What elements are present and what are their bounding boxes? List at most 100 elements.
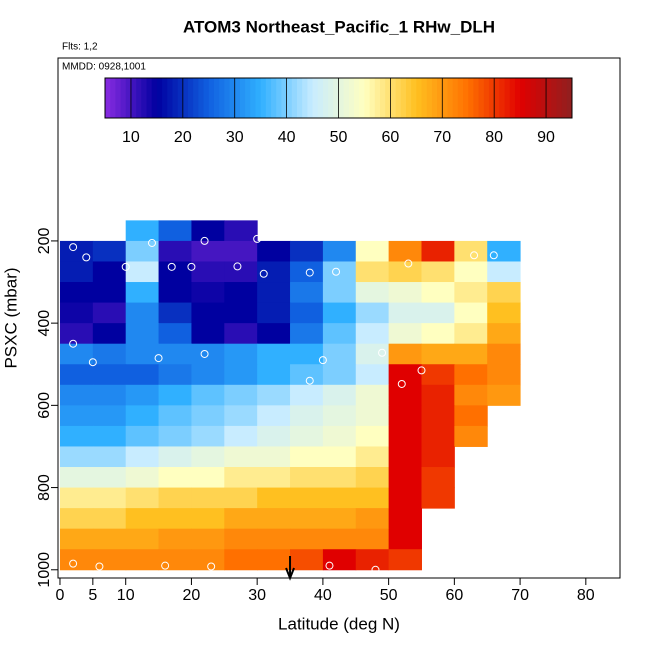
cell <box>454 425 488 447</box>
colorbar-segment <box>291 78 298 118</box>
x-tick-label: 50 <box>380 587 398 604</box>
cell <box>125 364 160 386</box>
cell <box>290 446 324 468</box>
cell <box>290 364 324 386</box>
colorbar-segment <box>364 78 371 118</box>
colorbar-segment <box>229 78 236 118</box>
cell <box>158 323 192 345</box>
cell <box>224 323 258 345</box>
colorbar-segment <box>234 78 241 118</box>
sample-point <box>404 259 413 268</box>
cell <box>487 343 521 365</box>
cell <box>92 528 127 550</box>
cell <box>224 282 258 304</box>
cell <box>125 405 160 427</box>
colorbar-segment <box>359 78 365 118</box>
cell <box>191 528 225 550</box>
cell <box>322 323 357 345</box>
colorbar-segment <box>530 78 537 118</box>
cell <box>454 364 488 386</box>
cell <box>322 405 357 427</box>
cell <box>322 467 357 489</box>
x-tick-label: 60 <box>445 587 463 604</box>
cell <box>388 364 422 386</box>
colorbar-segment <box>317 78 324 118</box>
colorbar-segment <box>437 78 443 118</box>
cell <box>224 364 258 386</box>
colorbar-segment <box>146 78 153 118</box>
cell <box>158 528 192 550</box>
cell <box>158 240 192 262</box>
sample-point <box>417 366 426 375</box>
cell <box>158 487 192 509</box>
colorbar-segment <box>333 78 339 118</box>
colorbar-segment <box>561 78 568 118</box>
cell <box>388 528 422 550</box>
cell <box>355 446 390 468</box>
cell <box>59 487 94 509</box>
cell <box>487 302 521 324</box>
colorbar-segment <box>457 78 464 118</box>
cell <box>257 467 291 489</box>
sample-point <box>121 262 130 271</box>
sample-point <box>161 561 170 570</box>
cell <box>355 343 390 365</box>
cell <box>257 240 291 262</box>
cell <box>388 240 422 262</box>
cell <box>191 384 225 406</box>
colorbar-segment <box>509 78 516 118</box>
cell <box>421 487 455 509</box>
colorbar-segment <box>260 78 267 118</box>
colorbar-segment <box>120 78 127 118</box>
colorbar-segment <box>136 78 142 118</box>
cell <box>224 343 258 365</box>
sample-point <box>95 562 104 571</box>
cell <box>355 302 390 324</box>
colorbar-tick-label: 40 <box>278 129 296 146</box>
cell <box>290 487 324 509</box>
cell <box>59 384 94 406</box>
sample-point <box>253 234 262 243</box>
cell <box>290 528 324 550</box>
sample-point <box>147 238 156 247</box>
cell <box>487 364 521 386</box>
cell <box>59 343 94 365</box>
cell <box>257 261 291 283</box>
sample-point <box>305 376 314 385</box>
colorbar-segment <box>338 78 345 118</box>
cell <box>125 220 160 242</box>
cell <box>158 508 192 530</box>
cell <box>487 282 521 304</box>
cell <box>421 467 455 489</box>
cell <box>257 528 291 550</box>
cell <box>388 508 422 530</box>
colorbar-segment <box>125 78 132 118</box>
cell <box>191 425 225 447</box>
colorbar-segment <box>302 78 308 118</box>
cell <box>355 323 390 345</box>
colorbar-segment <box>193 78 199 118</box>
cell <box>125 528 160 550</box>
colorbar-segment <box>213 78 220 118</box>
colorbar-segment <box>416 78 423 118</box>
x-tick-label: 20 <box>183 587 201 604</box>
cell <box>59 240 94 262</box>
annotation: MMDD: 0928,1001 <box>62 62 146 73</box>
colorbar-tick-label: 80 <box>485 129 503 146</box>
colorbar-segment <box>219 78 225 118</box>
cell <box>355 405 390 427</box>
colorbar-segment <box>265 78 272 118</box>
colorbar-segment <box>156 78 163 118</box>
sample-point <box>522 355 531 364</box>
colorbar-segment <box>188 78 194 118</box>
colorbar-segment <box>374 78 381 118</box>
colorbar-segment <box>198 78 205 118</box>
colorbar-tick-label: 70 <box>433 129 451 146</box>
cell <box>125 282 160 304</box>
colorbar-segment <box>224 78 231 118</box>
colorbar-tick-label: 30 <box>226 129 244 146</box>
sample-point <box>378 348 387 357</box>
colorbar-segment <box>141 78 148 118</box>
colorbar-segment <box>115 78 122 118</box>
